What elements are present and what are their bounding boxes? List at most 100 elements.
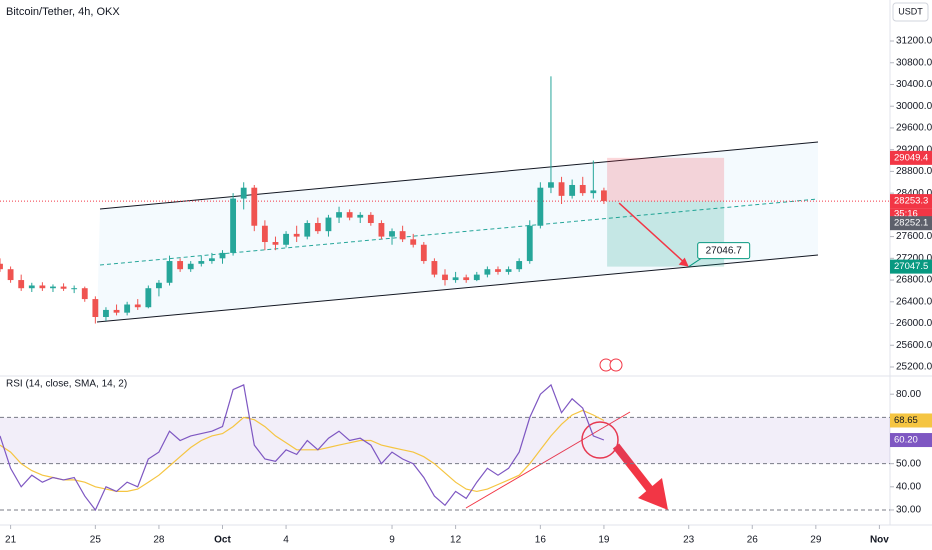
channel-lower	[96, 254, 819, 323]
y-tick-label: 26800.0	[896, 275, 932, 286]
candle-body	[124, 304, 131, 313]
y-tick-label: 29200.0	[896, 144, 932, 155]
y-tick-label: 26400.0	[896, 296, 932, 307]
x-tick-label: 9	[389, 535, 395, 546]
x-tick-label: 12	[450, 535, 462, 546]
y-tick-label: 27200.0	[896, 253, 932, 264]
price-label: 28253.3	[894, 196, 928, 207]
candle-body	[219, 252, 226, 259]
candle-body	[601, 190, 607, 202]
price-label-box	[890, 259, 932, 274]
currency-button[interactable]	[892, 2, 929, 22]
forecast-arrow-head	[678, 257, 689, 267]
price-label: 28252.1	[894, 218, 928, 229]
candle-body	[548, 182, 554, 188]
candle-body	[71, 288, 78, 290]
candle-body	[166, 261, 173, 283]
candle-body	[272, 242, 279, 245]
y-tick-label: 26000.0	[896, 318, 932, 329]
candle-body	[399, 231, 406, 240]
y-tick-label: 30400.0	[896, 79, 932, 90]
x-tick-label: 16	[535, 535, 547, 546]
rsi-tick-label: 80.00	[896, 389, 921, 400]
candle-body	[431, 261, 438, 275]
candle-body	[230, 198, 237, 253]
x-tick-label: 28	[153, 535, 165, 546]
channel-upper	[99, 141, 819, 210]
candle-body	[60, 286, 67, 289]
candle-body	[336, 212, 342, 218]
x-tick-label: 23	[683, 535, 695, 546]
x-tick-label: 29	[810, 535, 822, 546]
candle-body	[208, 258, 215, 262]
candle-body	[113, 309, 120, 313]
rsi-arrow-head	[638, 478, 668, 510]
candle-body	[39, 285, 46, 289]
candle-body	[134, 304, 141, 308]
candle-body	[505, 269, 512, 272]
y-tick-label: 31200.0	[896, 36, 932, 47]
y-tick-label: 30000.0	[896, 101, 932, 112]
y-tick-label: 28400.0	[896, 188, 932, 199]
price-label-box	[890, 194, 932, 209]
y-tick-label: 28800.0	[896, 166, 932, 177]
candle-body	[389, 231, 395, 237]
target-label: 27046.7	[706, 245, 743, 256]
candle-body	[495, 269, 501, 272]
candle-body	[18, 280, 25, 289]
rsi-line	[0, 409, 605, 493]
candle-body	[473, 274, 480, 281]
candle-body	[198, 261, 205, 264]
currency-label[interactable]: USDT	[898, 6, 923, 16]
rsi-arrow-shaft	[612, 443, 656, 495]
target-label-pointer	[688, 258, 701, 268]
candle-body	[442, 274, 448, 281]
stop-zone	[607, 157, 725, 202]
price-label: 27047.5	[894, 261, 928, 272]
candle-body	[304, 223, 311, 237]
candle-body	[484, 269, 491, 275]
candle-body	[569, 184, 576, 196]
x-tick-label: 19	[598, 535, 610, 546]
y-tick-label: 29600.0	[896, 123, 932, 134]
rsi-line	[0, 383, 605, 512]
y-tick-label: 27600.0	[896, 231, 932, 242]
candle-body	[367, 214, 374, 224]
candle-body	[452, 277, 459, 281]
rsi-title: RSI (14, close, SMA, 14, 2)	[6, 379, 127, 390]
candle-body	[590, 190, 597, 194]
candle-body	[516, 261, 523, 270]
candle-body	[92, 299, 99, 318]
candle-body	[378, 223, 385, 237]
rsi-last-label: 60.20	[894, 435, 918, 446]
x-tick-label: Nov	[870, 535, 889, 546]
price-label-box	[890, 150, 932, 165]
candle-body	[346, 212, 353, 218]
countdown: 35:16	[894, 209, 918, 220]
y-tick-label: 25600.0	[896, 340, 932, 351]
x-tick-label: 21	[5, 535, 17, 546]
rsi-circle	[581, 421, 619, 459]
y-tick-label: 25200.0	[896, 362, 932, 373]
candle-body	[145, 288, 152, 308]
rsi-trendline	[465, 411, 631, 509]
rsi-band	[0, 417, 890, 464]
candle-body	[81, 288, 88, 300]
logo-circle	[609, 358, 623, 372]
candle-body	[261, 225, 268, 243]
logo	[599, 358, 623, 372]
rsi-last-box	[890, 433, 932, 448]
candle-body	[314, 223, 321, 232]
candle-body	[0, 263, 3, 270]
candle-body	[410, 239, 417, 245]
chart-title: Bitcoin/Tether, 4h, OKX	[6, 6, 120, 18]
target-label-box	[697, 242, 751, 260]
candle-body	[283, 233, 289, 245]
rsi-tick-label: 30.00	[896, 505, 921, 516]
x-tick-label: Oct	[214, 535, 231, 546]
y-tick-label: 30800.0	[896, 57, 932, 68]
rsi-annotations	[465, 411, 668, 510]
candle-body	[558, 182, 565, 196]
price-label-box	[890, 216, 932, 231]
